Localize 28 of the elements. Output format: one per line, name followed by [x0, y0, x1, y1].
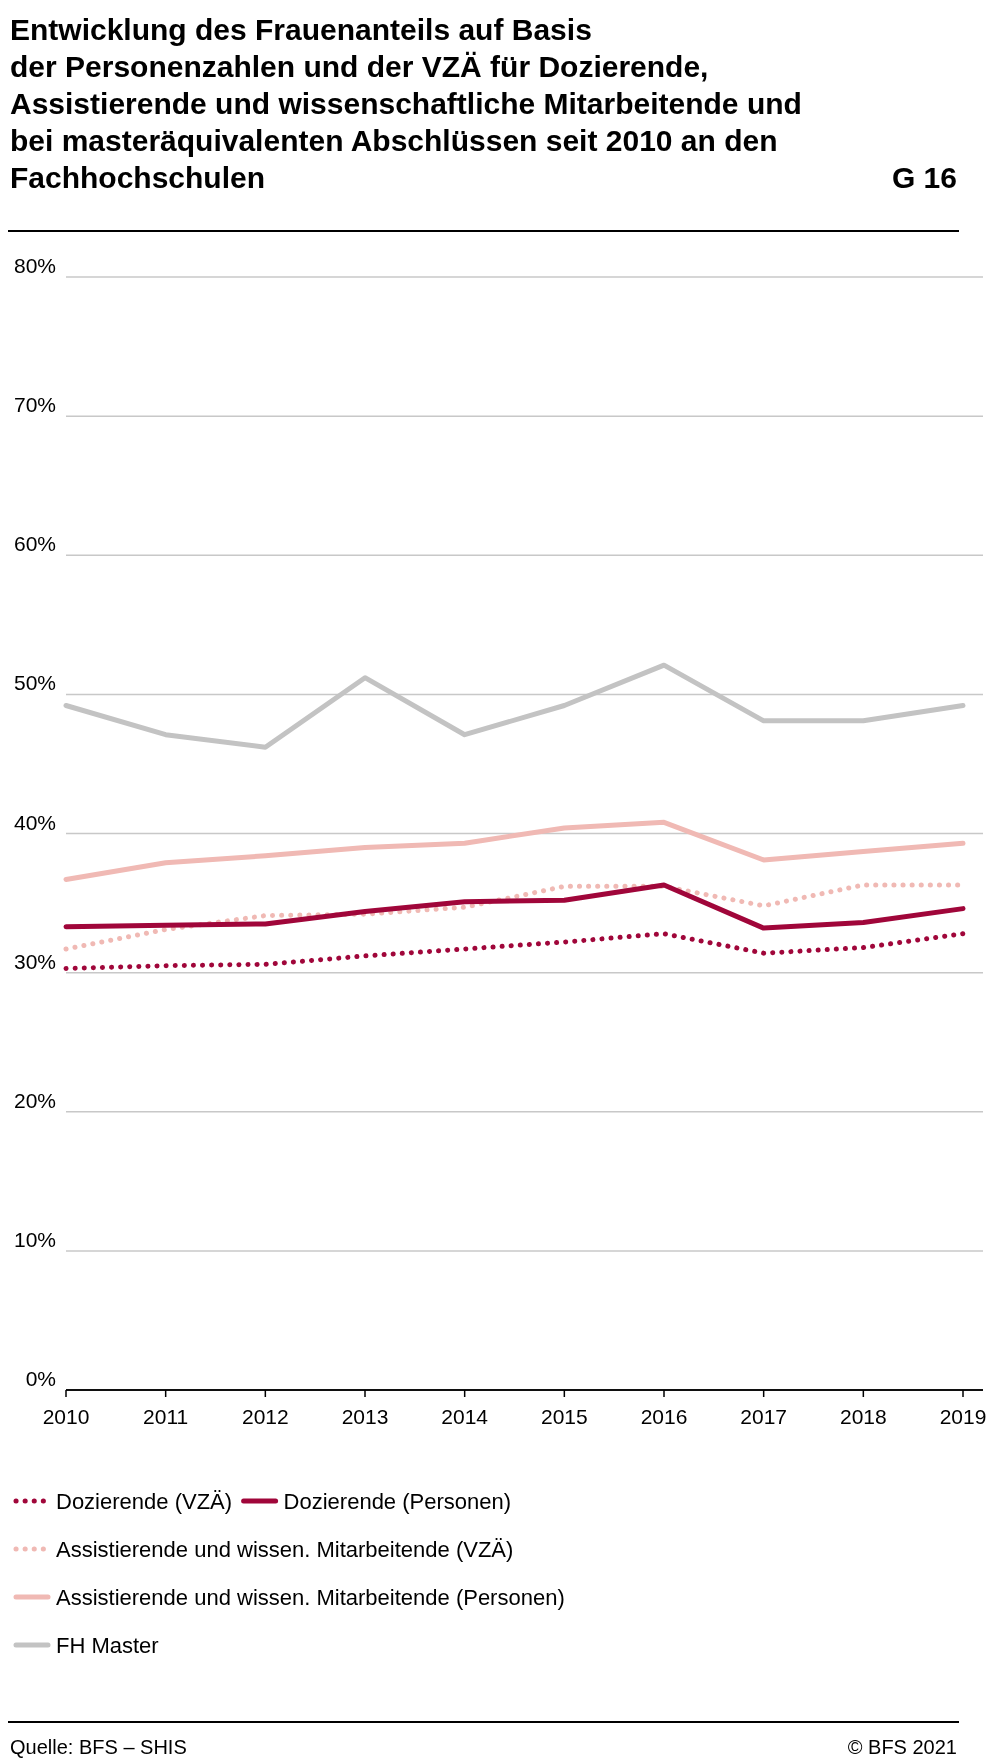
x-tick-label: 2018: [839, 1405, 887, 1428]
y-tick-label: 50%: [13, 671, 56, 695]
text: © BFS 2021: [847, 1736, 957, 1758]
x-tick-label: 2019: [939, 1405, 987, 1428]
x-tick-label: 2014: [441, 1405, 489, 1428]
y-tick-label: 70%: [13, 393, 56, 417]
y-tick-label: 30%: [13, 949, 56, 973]
legend-label: Assistierende und wissen. Mitarbeitende (Personen): [56, 1585, 565, 1610]
legend-label: FH Master: [56, 1633, 159, 1658]
legend-label: Assistierende und wissen. Mitarbeitende (VZÄ): [56, 1537, 514, 1562]
text: G 16: [891, 161, 957, 194]
x-tick-label: 2011: [143, 1405, 189, 1428]
y-tick-label: 40%: [13, 810, 56, 834]
y-tick-label: 80%: [13, 254, 56, 277]
x-tick-label: 2016: [640, 1405, 688, 1428]
x-tick-label: 2017: [740, 1405, 788, 1428]
legend-label: Dozierende (VZÄ): [56, 1489, 233, 1514]
x-tick-label: 2013: [341, 1405, 389, 1428]
chart-title: Entwicklung des Frauenanteils auf Basis der Personenzahlen und der VZÄ für Dozierende, Assistierende und wissenschaftliche Mitarbeitende und bei masteräquivalenten Abschlüssen seit 2010 an den Fachhochschulen: [10, 13, 802, 194]
x-tick-label: 2015: [540, 1405, 588, 1428]
x-tick-label: 2012: [241, 1405, 289, 1428]
y-tick-label: 0%: [25, 1367, 56, 1390]
x-tick-label: 2010: [42, 1405, 90, 1428]
y-tick-label: 20%: [13, 1088, 56, 1112]
legend-label: Dozierende (Personen): [283, 1489, 512, 1514]
source-note: Quelle: BFS – SHIS: [10, 1736, 187, 1758]
y-tick-label: 60%: [13, 532, 56, 556]
y-tick-label: 10%: [13, 1227, 56, 1251]
